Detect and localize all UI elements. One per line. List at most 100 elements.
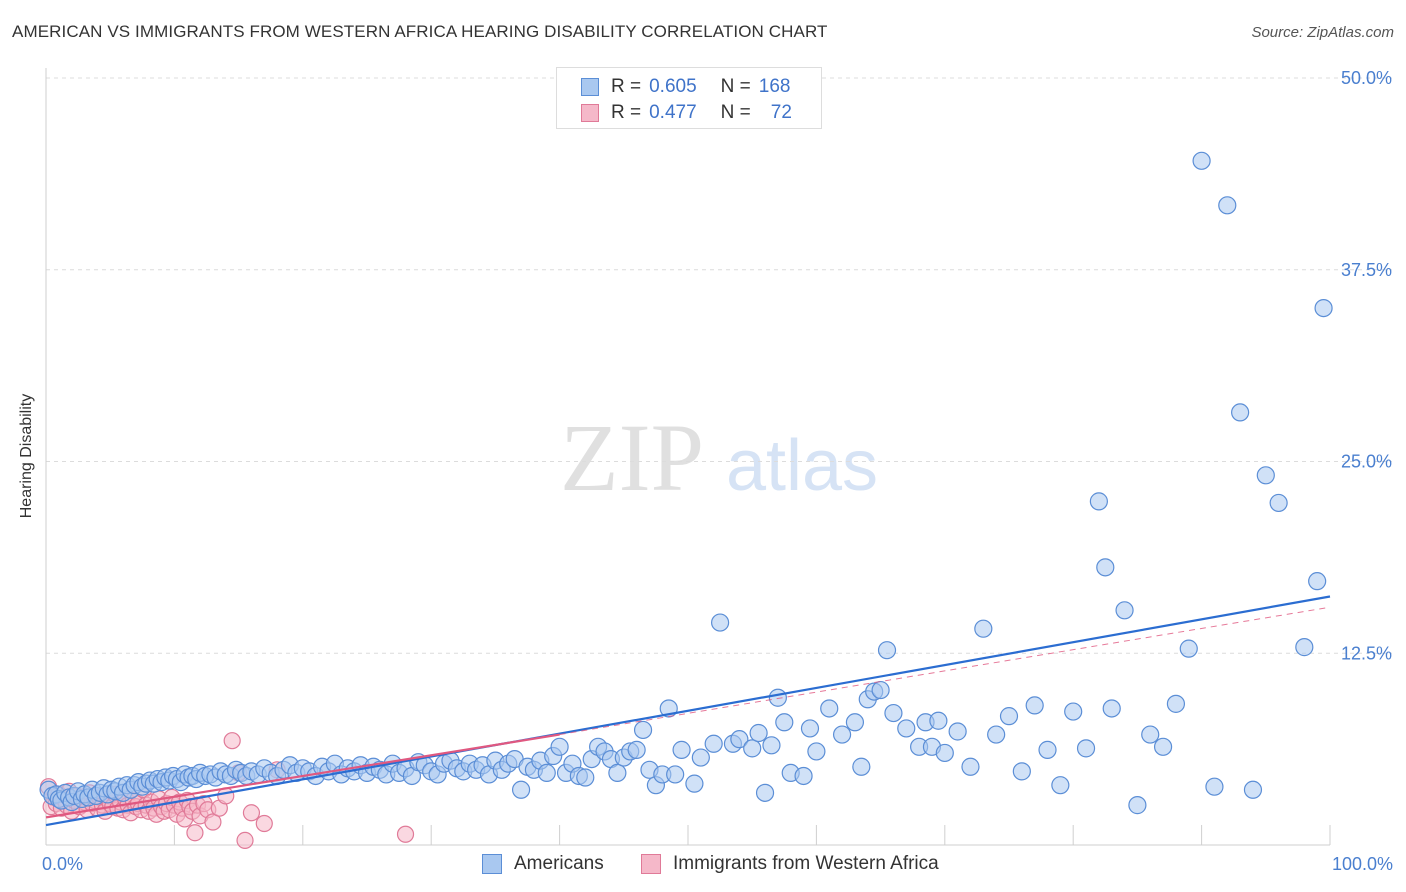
americans-point	[576, 768, 595, 787]
americans-point	[1179, 639, 1198, 658]
n-value: 72	[770, 102, 792, 123]
source-label: Source: ZipAtlas.com	[1251, 24, 1394, 41]
americans-point	[1295, 638, 1314, 657]
legend-row-immigrants: R = 0.477 N = 72	[581, 101, 792, 125]
americans-legend-swatch	[482, 854, 502, 874]
americans-point	[820, 699, 839, 718]
immigrants-point	[236, 831, 254, 849]
americans-point	[1076, 739, 1096, 758]
americans-point	[800, 719, 820, 738]
americans-point	[537, 763, 556, 783]
americans-swatch	[581, 78, 599, 96]
americans-point	[1192, 151, 1211, 170]
immigrants-point	[396, 825, 415, 843]
americans-point	[1166, 694, 1186, 713]
americans-point	[929, 711, 948, 730]
americans-point	[1243, 780, 1263, 799]
r-label: R =	[611, 76, 642, 97]
americans-point	[1038, 740, 1057, 759]
chart-title: AMERICAN VS IMMIGRANTS FROM WESTERN AFRI…	[12, 22, 828, 41]
americans-point	[1064, 702, 1083, 721]
watermark-atlas: atlas	[726, 426, 878, 506]
immigrants-point	[223, 732, 241, 750]
y-tick-label: 25.0%	[1341, 452, 1392, 472]
legend-row-americans: R = 0.605 N = 168	[581, 75, 790, 99]
americans-point	[845, 713, 865, 732]
immigrants-legend-swatch	[641, 854, 661, 874]
americans-point	[1051, 776, 1070, 795]
r-value: 0.477	[649, 102, 697, 123]
americans-point	[743, 739, 762, 758]
americans-legend-label: Americans	[514, 853, 604, 874]
watermark: ZIP atlas	[560, 404, 878, 511]
immigrants-trendline	[45, 733, 560, 819]
americans-point	[871, 680, 890, 700]
americans-point	[1256, 466, 1275, 485]
americans-point	[974, 619, 993, 638]
americans-point	[1115, 601, 1134, 620]
americans-point	[852, 757, 871, 776]
americans-point	[948, 722, 967, 741]
y-tick-label: 50.0%	[1341, 68, 1392, 88]
x-tick-label: 0.0%	[42, 854, 83, 874]
americans-point	[672, 740, 691, 759]
americans-point	[775, 713, 794, 732]
americans-point	[897, 719, 916, 738]
americans-point	[961, 757, 980, 776]
n-label: N =	[720, 102, 751, 123]
americans-point	[730, 730, 749, 749]
americans-point	[768, 688, 787, 707]
americans-point	[633, 720, 653, 740]
americans-point	[710, 613, 730, 632]
americans-point	[1269, 493, 1288, 513]
americans-point	[1314, 299, 1333, 318]
americans-point	[1205, 777, 1224, 796]
x-tick-label: 100.0%	[1332, 854, 1393, 874]
legend-item-immigrants: Immigrants from Western Africa	[641, 852, 939, 876]
r-value: 0.605	[649, 76, 697, 97]
americans-point	[935, 743, 954, 763]
immigrants-point	[255, 814, 273, 833]
americans-point	[691, 748, 710, 767]
immigrants-point	[186, 824, 204, 842]
y-tick-label: 12.5%	[1341, 643, 1392, 663]
americans-point	[511, 780, 531, 799]
americans-point	[685, 774, 704, 793]
immigrants-point	[242, 804, 261, 822]
americans-point	[1012, 762, 1031, 781]
watermark-zip: ZIP	[560, 404, 704, 511]
legend-item-americans: Americans	[482, 852, 604, 876]
americans-point	[794, 766, 813, 786]
americans-point	[1231, 403, 1250, 422]
americans-point	[608, 763, 627, 783]
americans-point	[877, 641, 897, 660]
correlation-legend: R = 0.605 N = 168 R = 0.477 N = 72	[556, 67, 822, 129]
n-value: 168	[758, 76, 791, 97]
immigrants-trendline-extension	[559, 606, 1331, 736]
americans-point	[1096, 558, 1115, 577]
americans-point	[832, 725, 852, 744]
americans-point	[999, 707, 1019, 726]
r-label: R =	[611, 102, 642, 123]
immigrants-swatch	[581, 104, 599, 122]
americans-point	[987, 725, 1006, 744]
americans-point	[1141, 725, 1160, 744]
y-tick-label: 37.5%	[1341, 260, 1392, 280]
americans-point	[704, 734, 723, 753]
americans-point	[762, 736, 781, 755]
americans-point	[1128, 796, 1147, 815]
americans-point	[884, 703, 903, 723]
americans-point	[755, 783, 775, 802]
americans-point	[627, 740, 646, 759]
americans-point	[666, 765, 685, 784]
americans-point	[1308, 572, 1327, 591]
americans-point	[1218, 196, 1237, 215]
immigrants-point	[204, 813, 222, 831]
americans-point	[1025, 696, 1044, 715]
n-label: N =	[720, 76, 751, 97]
immigrants-legend-label: Immigrants from Western Africa	[673, 853, 939, 874]
americans-point	[1102, 699, 1121, 718]
americans-trendline	[45, 595, 1331, 827]
americans-point	[749, 723, 768, 743]
